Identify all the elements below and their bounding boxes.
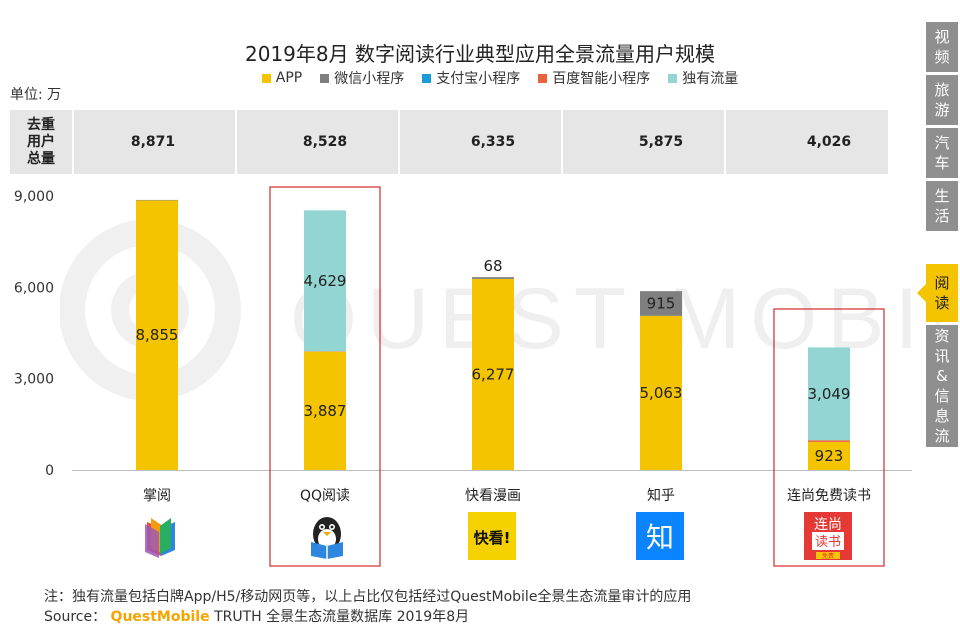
totals-separator — [724, 110, 726, 174]
totals-separator — [72, 110, 74, 174]
sidebar-tab[interactable]: 资讯&信息流 — [926, 325, 958, 447]
total-value: 6,335 — [470, 134, 516, 150]
bar-segment — [136, 200, 178, 471]
totals-label-line: 用户 — [27, 133, 55, 150]
chart-title: 2019年8月 数字阅读行业典型应用全景流量用户规模 — [245, 42, 715, 66]
x-category-label: 连尚免费读书 — [787, 487, 871, 504]
data-label: 923 — [815, 447, 844, 465]
highlight-box — [773, 308, 885, 567]
qq-reading-penguin-icon — [303, 512, 351, 560]
zhihu-logo-icon: 知 — [636, 512, 684, 560]
bar-segment — [472, 278, 514, 470]
bar-segment — [304, 210, 346, 352]
legend-label: 支付宝小程序 — [436, 71, 521, 87]
legend-swatch — [538, 73, 548, 83]
total-value: 8,871 — [130, 134, 176, 150]
data-label: 4,629 — [304, 272, 347, 290]
totals-band — [10, 110, 888, 174]
svg-text:知: 知 — [646, 521, 674, 554]
source-line: Source： QuestMobile TRUTH 全景生态流量数据库 2019… — [44, 606, 469, 626]
x-category-label: 知乎 — [647, 487, 675, 504]
legend-item: 百度智能小程序 — [538, 68, 650, 88]
x-category-label: 快看漫画 — [465, 488, 521, 504]
legend: APP 微信小程序 支付宝小程序 百度智能小程序 独有流量 — [200, 68, 800, 88]
y-tick-label: 0 — [45, 463, 54, 479]
totals-row-label: 去重 用户 总量 — [10, 110, 72, 174]
bar-segment — [640, 291, 682, 316]
data-label: 5,063 — [640, 384, 683, 402]
data-label: 8,855 — [136, 326, 179, 344]
totals-separator — [235, 110, 237, 174]
data-label: 915 — [647, 294, 676, 312]
svg-text:读书: 读书 — [815, 535, 841, 550]
legend-item: APP — [261, 68, 303, 88]
legend-item: 支付宝小程序 — [422, 68, 520, 88]
bar-segment — [808, 440, 850, 442]
svg-text:连尚: 连尚 — [814, 517, 842, 533]
total-value: 5,875 — [638, 134, 684, 150]
bar-segment — [304, 351, 346, 470]
source-brand: QuestMobile — [110, 609, 210, 625]
total-value: 4,026 — [806, 134, 852, 150]
bar-segment — [472, 277, 514, 279]
legend-label: 独有流量 — [682, 71, 739, 87]
source-text: TRUTH 全景生态流量数据库 2019年8月 — [214, 609, 470, 625]
source-label: Source： — [44, 609, 107, 625]
svg-text:快看!: 快看! — [474, 529, 511, 547]
legend-item: 微信小程序 — [320, 68, 404, 88]
active-tab-arrow — [917, 284, 926, 302]
y-tick-label: 3,000 — [14, 372, 54, 388]
legend-swatch — [320, 73, 330, 83]
legend-label: 百度智能小程序 — [552, 71, 651, 87]
lianshang-logo-icon: 连尚 读书 免费 — [804, 512, 852, 560]
zhangyue-book-icon — [137, 512, 185, 560]
legend-swatch — [668, 73, 678, 83]
bar-segment — [808, 347, 850, 441]
legend-label: 微信小程序 — [334, 71, 405, 87]
footnote: 注：独有流量包括白牌App/H5/移动网页等，以上占比仅包括经过QuestMob… — [44, 589, 692, 605]
svg-text:免费: 免费 — [822, 552, 834, 560]
data-label: 68 — [483, 257, 502, 275]
sidebar-tab[interactable]: 旅游 — [926, 75, 958, 125]
sidebar-tab[interactable]: 生活 — [926, 181, 958, 231]
x-category-label: QQ阅读 — [300, 487, 350, 504]
highlight-box — [269, 186, 381, 567]
x-category-label: 掌阅 — [143, 488, 171, 504]
sidebar-tab[interactable]: 视频 — [926, 22, 958, 72]
totals-label-line: 总量 — [27, 150, 55, 167]
legend-swatch — [261, 73, 271, 83]
sidebar-tab[interactable]: 汽车 — [926, 128, 958, 178]
legend-swatch — [422, 73, 432, 83]
unit-label: 单位: 万 — [10, 87, 62, 103]
legend-item: 独有流量 — [668, 68, 738, 88]
bar-segment — [808, 441, 850, 470]
totals-separator — [561, 110, 563, 174]
bar-segment — [640, 315, 682, 470]
y-tick-label: 9,000 — [14, 189, 54, 205]
totals-separator — [398, 110, 400, 174]
kuaikan-logo-icon: 快看! — [468, 512, 516, 560]
stacked-bar-chart: 0 3,000 6,000 9,000 8,855 掌阅 3,887 4,629 QQ阅读 6,2… — [14, 186, 912, 567]
y-tick-label: 6,000 — [14, 280, 54, 296]
data-label: 3,887 — [304, 402, 347, 420]
total-value: 8,528 — [302, 134, 348, 150]
data-label: 3,049 — [808, 385, 851, 403]
totals-label-line: 去重 — [27, 116, 55, 133]
sidebar-tab[interactable]: 阅读 — [926, 264, 958, 322]
legend-label: APP — [275, 70, 303, 86]
data-label: 6,277 — [472, 365, 515, 383]
